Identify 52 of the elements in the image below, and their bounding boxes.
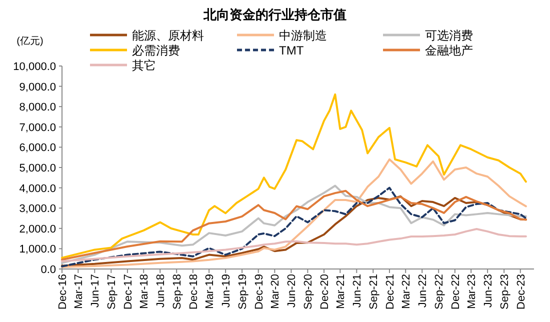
- x-tick-label: Jun-21: [352, 274, 364, 308]
- x-tick-label: Mar-23: [466, 274, 478, 309]
- y-tick-label: 8,000.0: [19, 102, 56, 114]
- x-tick-label: Dec-23: [515, 274, 528, 310]
- y-tick-label: 7,000.0: [19, 122, 56, 134]
- legend-label: TMT: [279, 44, 304, 58]
- x-tick-label: Sep-23: [499, 274, 512, 310]
- y-tick-label: 0.0: [40, 264, 56, 276]
- x-tick-label: Jun-19: [220, 274, 233, 308]
- y-tick-label: 3,000.0: [19, 203, 56, 216]
- legend-label: 必需消费: [132, 44, 180, 58]
- legend-label: 中游制造: [279, 28, 327, 42]
- x-tick-label: Dec-20: [319, 274, 332, 310]
- chart-title: 北向资金的行业持仓市值: [202, 7, 346, 22]
- line-series: [61, 228, 527, 262]
- x-tick-label: Sep-17: [106, 274, 118, 310]
- y-tick-label: 6,000.0: [19, 142, 56, 154]
- y-tick-label: 4,000.0: [19, 182, 56, 195]
- x-tick-label: Sep-18: [172, 274, 184, 310]
- legend-label: 可选消费: [425, 28, 473, 42]
- x-tick-label: Jun-22: [417, 274, 430, 308]
- y-tick-label: 10,000.0: [13, 61, 56, 73]
- x-tick-label: Mar-20: [270, 274, 282, 309]
- y-tick-label: 1,000.0: [19, 244, 56, 256]
- line-series: [61, 93, 527, 259]
- x-tick-label: Sep-22: [434, 274, 446, 310]
- legend-label: 能源、原材料: [132, 28, 204, 42]
- x-tick-label: Sep-19: [237, 274, 250, 310]
- y-tick-label: 2,000.0: [19, 223, 56, 236]
- x-tick-label: Jun-23: [482, 274, 495, 308]
- x-tick-label: Mar-22: [400, 274, 413, 309]
- legend-label: 其它: [132, 58, 156, 72]
- x-tick-label: Sep-21: [368, 274, 380, 310]
- x-tick-label: Dec-22: [450, 274, 462, 310]
- x-tick-label: Dec-18: [188, 274, 200, 310]
- line-series: [61, 158, 527, 268]
- x-tick-label: Mar-19: [204, 274, 216, 309]
- x-tick-label: Dec-19: [253, 274, 266, 310]
- x-tick-label: Sep-20: [302, 274, 315, 310]
- x-tick-label: Dec-17: [122, 274, 134, 310]
- x-tick-label: Jun-18: [155, 274, 168, 308]
- x-tick-label: Mar-18: [138, 274, 151, 309]
- legend-label: 金融地产: [425, 44, 473, 58]
- y-tick-label: 9,000.0: [19, 81, 56, 94]
- x-tick-label: Jun-17: [90, 274, 102, 308]
- y-axis-title: (亿元): [16, 36, 44, 47]
- x-tick-label: Dec-16: [57, 274, 69, 310]
- x-tick-label: Dec-21: [384, 274, 396, 310]
- x-tick-label: Mar-21: [335, 274, 348, 309]
- x-tick-label: Mar-17: [73, 274, 86, 309]
- y-tick-label: 5,000.0: [19, 162, 56, 174]
- x-tick-label: Jun-20: [286, 274, 298, 308]
